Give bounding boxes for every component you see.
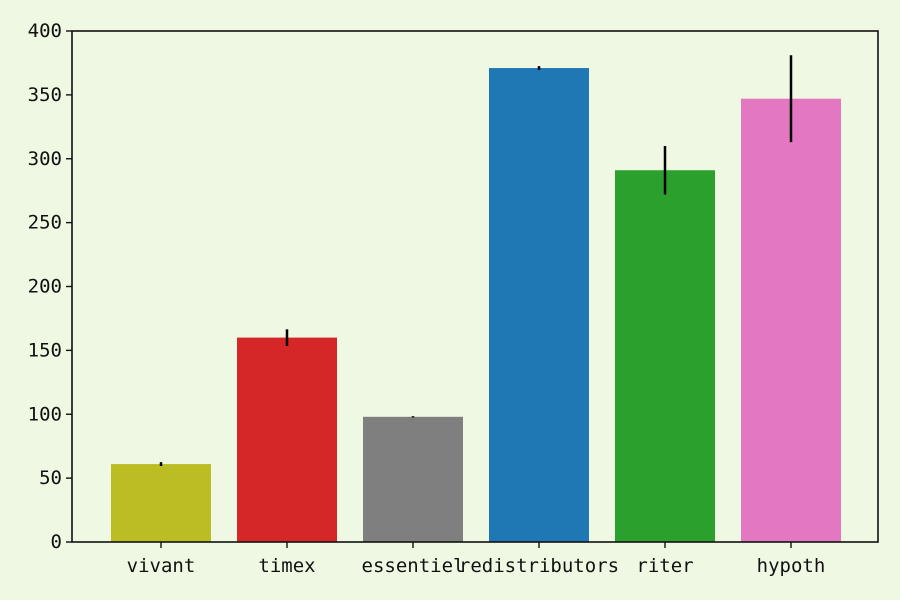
bar-redistributors — [489, 68, 589, 543]
y-tick-label: 400 — [28, 20, 62, 42]
y-tick-label: 200 — [28, 276, 62, 298]
y-tick-label: 150 — [28, 339, 62, 361]
error-bars-group — [159, 55, 793, 466]
bar-timex — [237, 337, 337, 542]
x-tick-label: redistributors — [459, 555, 619, 577]
x-tick-label: vivant — [127, 555, 196, 577]
y-tick-label: 100 — [28, 403, 62, 425]
bar-hypoth — [741, 98, 841, 543]
bar-essentiel — [363, 416, 463, 542]
bar-riter — [615, 170, 715, 542]
bars-group — [111, 68, 841, 543]
x-tick-label: essentiel — [362, 555, 465, 577]
y-tick-label: 250 — [28, 212, 62, 234]
y-tick-label: 350 — [28, 84, 62, 106]
x-tick-label: riter — [636, 555, 693, 577]
bar-vivant — [111, 464, 211, 542]
y-axis: 0 50 100 150 200 250 300 350 400 — [28, 20, 72, 553]
y-tick-label: 50 — [39, 467, 62, 489]
plot-frame — [71, 30, 879, 543]
y-tick-label: 300 — [28, 148, 62, 170]
x-tick-label: timex — [258, 555, 315, 577]
x-tick-label: hypoth — [757, 555, 826, 577]
y-tick-label: 0 — [51, 531, 62, 553]
